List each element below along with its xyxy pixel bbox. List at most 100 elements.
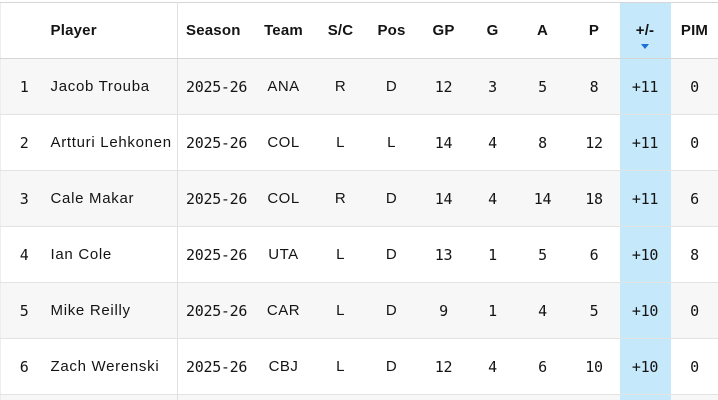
a-cell: 14 xyxy=(516,170,569,227)
column-header-g[interactable]: G xyxy=(468,2,517,59)
rank-cell: 1 xyxy=(0,58,37,115)
column-label-pim: PIM xyxy=(680,22,709,39)
plusminus-cell: +10 xyxy=(619,226,671,283)
p-cell: 10 xyxy=(568,338,620,395)
column-header-team[interactable]: Team xyxy=(250,2,317,59)
p-cell: 18 xyxy=(568,170,620,227)
team-cell: UTA xyxy=(250,226,317,283)
sc-cell: L xyxy=(316,282,365,339)
gp-cell: 12 xyxy=(418,58,469,115)
p-cell: 8 xyxy=(568,58,620,115)
team-cell: CBJ xyxy=(250,338,317,395)
table-row: 2 Artturi Lehkonen 2025-26 COL L L 14 4 8 12 +11 0 xyxy=(0,114,718,171)
season-cell: 2025-26 xyxy=(177,226,251,283)
sc-cell: R xyxy=(316,58,365,115)
player-cell: Ian Cole xyxy=(36,226,178,283)
pim-cell: 8 xyxy=(670,226,718,283)
stats-table-body: 1 Jacob Trouba 2025-26 ANA R D 12 3 5 8 +11 0 2 Arttu… xyxy=(0,58,718,400)
g-cell: 1 xyxy=(468,282,517,339)
column-header-sc[interactable]: S/C xyxy=(316,2,365,59)
column-label-plusminus: +/- xyxy=(635,22,655,39)
column-header-pim[interactable]: PIM xyxy=(670,2,718,59)
gp-cell xyxy=(419,395,469,400)
p-cell: 5 xyxy=(568,282,620,339)
column-header-p[interactable]: P xyxy=(568,2,620,59)
a-cell: 8 xyxy=(516,114,569,171)
player-cell: Mike Reilly xyxy=(36,282,178,339)
pim-cell xyxy=(671,395,718,400)
rank-cell: 5 xyxy=(0,282,37,339)
player-cell: Jacob Trouba xyxy=(36,58,178,115)
gp-cell: 14 xyxy=(418,114,469,171)
pos-cell: D xyxy=(364,226,419,283)
plusminus-cell: +11 xyxy=(619,114,671,171)
pos-cell xyxy=(365,395,419,400)
g-cell xyxy=(469,395,517,400)
pos-cell: L xyxy=(364,114,419,171)
column-header-season[interactable]: Season xyxy=(177,2,251,59)
plusminus-cell xyxy=(619,394,671,400)
g-cell: 4 xyxy=(468,170,517,227)
a-cell xyxy=(517,395,569,400)
column-header-a[interactable]: A xyxy=(516,2,569,59)
season-cell: 2025-26 xyxy=(177,114,251,171)
player-cell: Cale Makar xyxy=(36,170,178,227)
pos-cell: D xyxy=(364,58,419,115)
g-cell: 1 xyxy=(468,226,517,283)
sc-cell: L xyxy=(316,226,365,283)
gp-cell: 13 xyxy=(418,226,469,283)
rank-cell: 3 xyxy=(0,170,37,227)
column-label-sc: S/C xyxy=(327,22,354,39)
plusminus-cell: +11 xyxy=(619,170,671,227)
rank-cell: 6 xyxy=(0,338,37,395)
plusminus-cell: +10 xyxy=(619,338,671,395)
season-cell: 2025-26 xyxy=(177,282,251,339)
g-cell: 3 xyxy=(468,58,517,115)
column-header-plusminus[interactable]: +/- xyxy=(619,2,671,59)
season-cell xyxy=(178,395,251,400)
stats-table-header: Player Season Team S/C Pos GP G A P +/- PIM xyxy=(0,2,718,59)
rank-cell xyxy=(1,395,37,400)
player-cell: Artturi Lehkonen xyxy=(36,114,178,171)
table-row: 4 Ian Cole 2025-26 UTA L D 13 1 5 6 +10 8 xyxy=(0,226,718,283)
pim-cell: 0 xyxy=(670,114,718,171)
rank-cell: 2 xyxy=(0,114,37,171)
g-cell: 4 xyxy=(468,338,517,395)
team-cell: COL xyxy=(250,170,317,227)
pim-cell: 0 xyxy=(670,338,718,395)
column-label-team: Team xyxy=(264,22,303,39)
column-label-pos: Pos xyxy=(377,22,406,39)
column-label-player: Player xyxy=(50,22,97,39)
column-header-rank[interactable] xyxy=(0,2,37,59)
season-cell: 2025-26 xyxy=(177,170,251,227)
gp-cell: 12 xyxy=(418,338,469,395)
a-cell: 5 xyxy=(516,58,569,115)
table-row-partial xyxy=(0,394,718,400)
pos-cell: D xyxy=(364,170,419,227)
table-row: 1 Jacob Trouba 2025-26 ANA R D 12 3 5 8 +11 0 xyxy=(0,58,718,115)
season-cell: 2025-26 xyxy=(177,338,251,395)
gp-cell: 9 xyxy=(418,282,469,339)
season-cell: 2025-26 xyxy=(177,58,251,115)
column-header-gp[interactable]: GP xyxy=(418,2,469,59)
team-cell: ANA xyxy=(250,58,317,115)
rank-cell: 4 xyxy=(0,226,37,283)
pos-cell: D xyxy=(364,282,419,339)
team-cell xyxy=(251,395,317,400)
sc-cell: R xyxy=(316,170,365,227)
team-cell: CAR xyxy=(250,282,317,339)
column-header-player[interactable]: Player xyxy=(36,2,178,59)
column-label-gp: GP xyxy=(432,22,455,39)
header-row: Player Season Team S/C Pos GP G A P +/- PIM xyxy=(0,2,718,59)
g-cell: 4 xyxy=(468,114,517,171)
a-cell: 6 xyxy=(516,338,569,395)
pim-cell: 6 xyxy=(670,170,718,227)
column-label-season: Season xyxy=(186,22,241,39)
a-cell: 5 xyxy=(516,226,569,283)
table-row: 6 Zach Werenski 2025-26 CBJ L D 12 4 6 10 +10 0 xyxy=(0,338,718,395)
column-header-pos[interactable]: Pos xyxy=(364,2,419,59)
column-label-g: G xyxy=(486,22,499,39)
table-row: 3 Cale Makar 2025-26 COL R D 14 4 14 18 +11 6 xyxy=(0,170,718,227)
plusminus-cell: +11 xyxy=(619,58,671,115)
